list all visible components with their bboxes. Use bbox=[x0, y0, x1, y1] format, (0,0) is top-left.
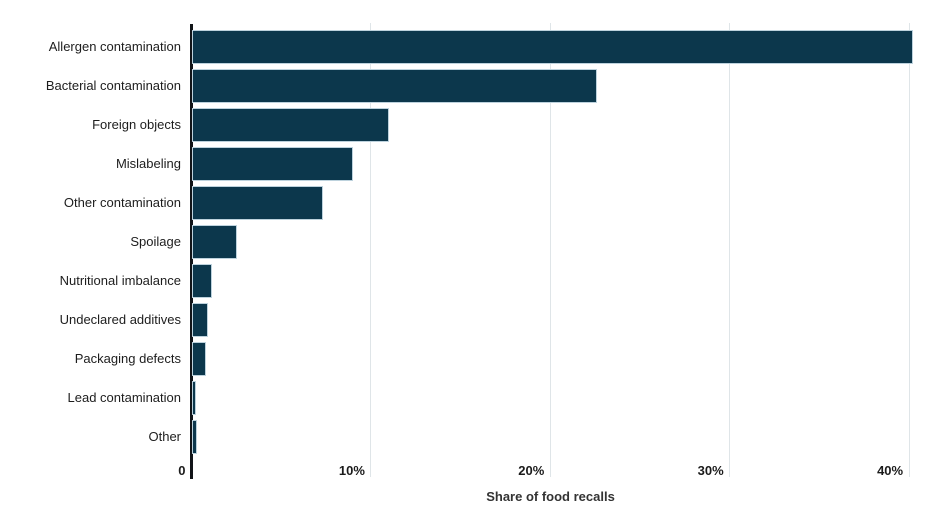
bar bbox=[192, 147, 354, 181]
bar bbox=[192, 186, 323, 220]
category-label: Nutritional imbalance bbox=[59, 273, 181, 288]
gridline bbox=[370, 23, 372, 477]
category-label: Lead contamination bbox=[67, 390, 181, 405]
category-label: Packaging defects bbox=[74, 351, 181, 366]
category-label: Spoilage bbox=[130, 234, 181, 249]
x-tick-label: 40% bbox=[877, 463, 904, 478]
bar bbox=[192, 108, 390, 142]
bar bbox=[192, 381, 196, 415]
y-axis-line bbox=[190, 24, 193, 479]
category-label: Bacterial contamination bbox=[45, 78, 181, 93]
bar bbox=[192, 303, 209, 337]
gridline bbox=[729, 23, 731, 477]
gridline bbox=[908, 23, 910, 477]
category-label: Other contamination bbox=[63, 195, 181, 210]
x-tick-label: 20% bbox=[518, 463, 545, 478]
x-tick-label: 0 bbox=[178, 463, 186, 478]
bar bbox=[192, 342, 207, 376]
category-label: Mislabeling bbox=[115, 156, 181, 171]
bar bbox=[192, 30, 914, 64]
x-tick-label: 10% bbox=[338, 463, 365, 478]
bar bbox=[192, 264, 212, 298]
category-label: Foreign objects bbox=[92, 117, 181, 132]
bar bbox=[192, 420, 198, 454]
bar bbox=[192, 69, 598, 103]
x-tick-label: 30% bbox=[697, 463, 724, 478]
bar bbox=[192, 225, 237, 259]
category-label: Undeclared additives bbox=[59, 312, 181, 327]
x-axis-title: Share of food recalls bbox=[486, 489, 615, 504]
category-label: Other bbox=[148, 429, 181, 444]
gridline bbox=[549, 23, 551, 477]
category-label: Allergen contamination bbox=[48, 39, 181, 54]
